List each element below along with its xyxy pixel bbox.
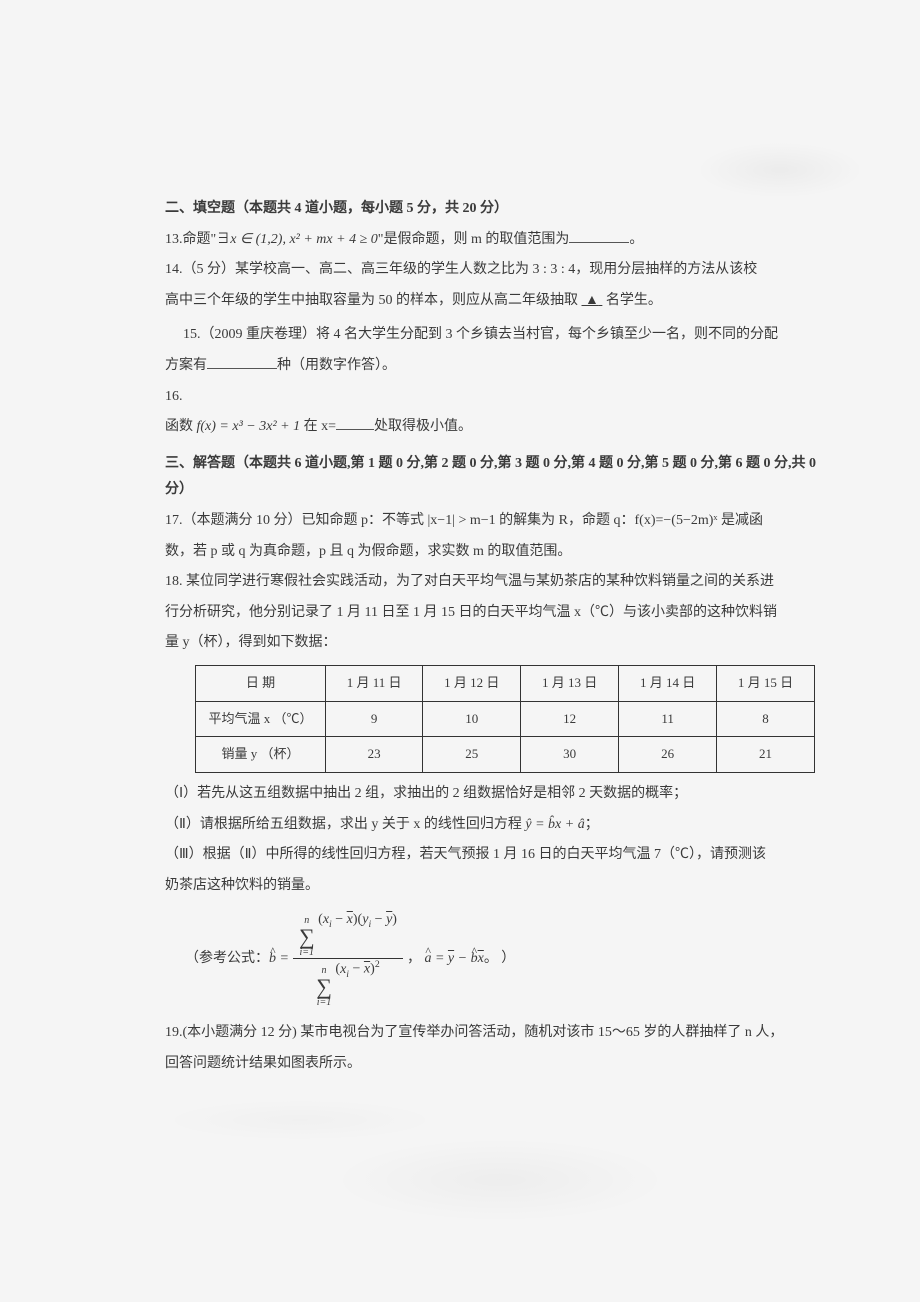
q18-II: （Ⅱ）请根据所给五组数据，求出 y 关于 x 的线性回归方程 ŷ = b̂x +… <box>165 812 835 839</box>
q18-III-2: 奶茶店这种饮料的销量。 <box>165 873 835 900</box>
r2-v3: 30 <box>521 737 619 773</box>
q13-post: "是假命题，则 m 的取值范围为 <box>378 232 570 247</box>
r1-v5: 8 <box>717 701 815 737</box>
formula-label: （参考公式： <box>185 946 269 973</box>
table-row: 销量 y （杯） 23 25 30 26 21 <box>196 737 815 773</box>
q19-line2: 回答问题统计结果如图表所示。 <box>165 1051 835 1078</box>
q19-line1: 19.(本小题满分 12 分) 某市电视台为了宣传举办问答活动，随机对该市 15… <box>165 1020 835 1047</box>
q16-b: 在 x= <box>300 419 336 434</box>
q14-c: 名学生。 <box>606 293 662 308</box>
bhat: b = <box>269 946 289 973</box>
q13: 13.命题"∃x ∈ (1,2), x² + mx + 4 ≥ 0"是假命题，则… <box>165 227 835 254</box>
q14-line1: 14.（5 分）某学校高一、高二、高三年级的学生人数之比为 3 : 3 : 4，… <box>165 257 835 284</box>
table-row: 日 期 1 月 11 日 1 月 12 日 1 月 13 日 1 月 14 日 … <box>196 665 815 701</box>
th-d1: 1 月 11 日 <box>326 665 423 701</box>
r2-v2: 25 <box>423 737 521 773</box>
section-2-title: 二、填空题（本题共 4 道小题，每小题 5 分，共 20 分） <box>165 196 835 223</box>
q18-II-a: （Ⅱ）请根据所给五组数据，求出 y 关于 x 的线性回归方程 <box>165 817 525 832</box>
q16-f: f(x) = x³ − 3x² + 1 <box>197 419 301 434</box>
q18-data-table: 日 期 1 月 11 日 1 月 12 日 1 月 13 日 1 月 14 日 … <box>195 665 815 773</box>
th-d5: 1 月 15 日 <box>717 665 815 701</box>
q13-blank <box>569 229 629 243</box>
q16-a: 函数 <box>165 419 197 434</box>
q16: 函数 f(x) = x³ − 3x² + 1 在 x= 处取得极小值。 <box>165 414 835 441</box>
q13-math: x ∈ (1,2), x² + mx + 4 ≥ 0 <box>230 232 378 247</box>
th-d4: 1 月 14 日 <box>619 665 717 701</box>
r1-v1: 9 <box>326 701 423 737</box>
q18-line2: 行分析研究，他分别记录了 1 月 11 日至 1 月 15 日的白天平均气温 x… <box>165 600 835 627</box>
q18-line3: 量 y（杯），得到如下数据： <box>165 630 835 657</box>
q15-line2: 方案有 种（用数字作答）。 <box>165 353 835 380</box>
q15-b: 方案有 <box>165 358 207 373</box>
q14-b: 高中三个年级的学生中抽取容量为 50 的样本，则应从高二年级抽取 <box>165 293 578 308</box>
r1-v3: 12 <box>521 701 619 737</box>
q18-II-b: ； <box>585 817 599 832</box>
q14-line2: 高中三个年级的学生中抽取容量为 50 的样本，则应从高二年级抽取 ▲ 名学生。 <box>165 288 835 315</box>
section-3-title: 三、解答题（本题共 6 道小题,第 1 题 0 分,第 2 题 0 分,第 3 … <box>165 451 835 504</box>
th-d2: 1 月 12 日 <box>423 665 521 701</box>
r2-v5: 21 <box>717 737 815 773</box>
q18-line1: 18. 某位同学进行寒假社会实践活动，为了对白天平均气温与某奶茶店的某种饮料销量… <box>165 569 835 596</box>
q16-blank <box>336 416 374 430</box>
b-fraction: n∑i=1 (xi − x)(yi − y) n∑i=1 (xi − x)2 <box>293 911 403 1008</box>
formula-sep: ， <box>407 946 425 973</box>
r2-v4: 26 <box>619 737 717 773</box>
q15-c: 种（用数字作答）。 <box>277 358 396 373</box>
q16-c: 处取得极小值。 <box>374 419 472 434</box>
r2-v1: 23 <box>326 737 423 773</box>
r2-label: 销量 y （杯） <box>196 737 326 773</box>
th-date: 日 期 <box>196 665 326 701</box>
table-row: 平均气温 x （℃） 9 10 12 11 8 <box>196 701 815 737</box>
r1-label: 平均气温 x （℃） <box>196 701 326 737</box>
r1-v2: 10 <box>423 701 521 737</box>
q16-label: 16. <box>165 384 835 411</box>
q18-II-eq: ŷ = b̂x + â <box>525 817 584 832</box>
reference-formula: （参考公式： b = n∑i=1 (xi − x)(yi − y) n∑i=1 … <box>185 911 835 1008</box>
q15-line1: 15.（2009 重庆卷理）将 4 名大学生分配到 3 个乡镇去当村官，每个乡镇… <box>165 322 835 349</box>
q18-I: （Ⅰ）若先从这五组数据中抽出 2 组，求抽出的 2 组数据恰好是相邻 2 天数据… <box>165 781 835 808</box>
q18-III-1: （Ⅲ）根据（Ⅱ）中所得的线性回归方程，若天气预报 1 月 16 日的白天平均气温… <box>165 842 835 869</box>
q17-line2: 数，若 p 或 q 为真命题，p 且 q 为假命题，求实数 m 的取值范围。 <box>165 539 835 566</box>
q13-tail: 。 <box>629 232 643 247</box>
ahat: a = y − bx <box>424 946 483 973</box>
q13-pre: 13.命题"∃ <box>165 232 230 247</box>
formula-close: 。 ） <box>484 946 516 973</box>
q14-triangle-blank: ▲ <box>582 288 603 315</box>
q17-line1: 17.（本题满分 10 分）已知命题 p：不等式 |x−1| > m−1 的解集… <box>165 508 835 535</box>
q15-blank <box>207 355 277 369</box>
th-d3: 1 月 13 日 <box>521 665 619 701</box>
r1-v4: 11 <box>619 701 717 737</box>
